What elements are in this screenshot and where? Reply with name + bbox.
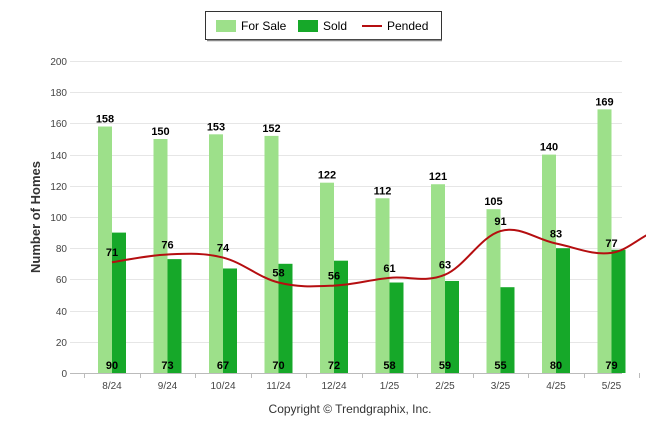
x-tick-label-11-24: 11/24 — [266, 381, 291, 392]
label-sold-8-24: 90 — [106, 360, 118, 372]
label-sold-9-24: 73 — [161, 360, 173, 372]
bar-sold-12-24[interactable] — [334, 260, 348, 373]
label-pended-9-24: 76 — [161, 239, 173, 251]
x-tick-label-8-24: 8/24 — [102, 381, 122, 392]
data-labels: 158 90 150 73 153 67 152 70 122 72 112 58 121 59 105 55… — [96, 96, 618, 372]
label-sold-10-24: 67 — [217, 360, 229, 372]
x-tick-label-2-25: 2/25 — [435, 381, 455, 392]
bar-sold-10-24[interactable] — [223, 268, 237, 373]
label-sold-1-25: 58 — [383, 360, 395, 372]
label-for-sale-12-24: 122 — [318, 170, 336, 182]
y-tick-label-100: 100 — [50, 213, 67, 224]
label-for-sale-5-25: 169 — [595, 96, 613, 108]
y-tick-label-60: 60 — [56, 275, 68, 286]
bar-sold-2-25[interactable] — [445, 280, 459, 373]
pended-line — [111, 228, 646, 288]
bar-sold-3-25[interactable] — [500, 287, 515, 373]
label-pended-10-24: 74 — [217, 243, 230, 255]
x-tick-label-12-24: 12/24 — [321, 381, 346, 392]
label-sold-11-24: 70 — [272, 360, 284, 372]
label-pended-2-25: 63 — [439, 260, 451, 272]
x-tick-label-10-24: 10/24 — [210, 381, 235, 392]
axes: 0 20 40 60 80 100 120 140 160 180 200 8/24 9/24 10/24… — [50, 57, 640, 392]
label-for-sale-11-24: 152 — [262, 123, 280, 135]
label-sold-5-25: 79 — [605, 360, 617, 372]
copyright-text: Copyright © Trendgraphix, Inc. — [269, 402, 432, 416]
label-for-sale-9-24: 150 — [151, 126, 169, 138]
bar-for-sale-5-25[interactable] — [597, 109, 612, 374]
y-axis-title: Number of Homes — [28, 161, 43, 273]
legend-swatch-sold — [298, 20, 318, 32]
x-tick-label-9-24: 9/24 — [158, 381, 178, 392]
label-pended-11-24: 58 — [272, 268, 284, 280]
bar-sold-11-24[interactable] — [278, 263, 293, 373]
bar-for-sale-11-24[interactable] — [264, 135, 279, 373]
y-tick-label-200: 200 — [50, 57, 67, 68]
bar-sold-5-25[interactable] — [611, 249, 626, 373]
label-for-sale-10-24: 153 — [207, 121, 225, 133]
y-tick-label-40: 40 — [56, 307, 68, 318]
bar-for-sale-1-25[interactable] — [375, 198, 390, 373]
y-tick-label-0: 0 — [61, 369, 67, 380]
label-for-sale-4-25: 140 — [540, 142, 558, 154]
label-pended-5-25: 77 — [605, 238, 617, 250]
x-tick-label-3-25: 3/25 — [491, 381, 511, 392]
bars — [98, 109, 626, 374]
y-tick-label-120: 120 — [50, 182, 67, 193]
legend-item-for-sale[interactable]: For Sale — [216, 19, 287, 33]
label-for-sale-8-24: 158 — [96, 114, 114, 126]
legend-box — [205, 11, 442, 40]
label-pended-12-24: 56 — [328, 271, 340, 283]
y-tick-label-140: 140 — [50, 151, 67, 162]
y-tick-label-160: 160 — [50, 119, 67, 130]
y-tick-label-80: 80 — [56, 244, 68, 255]
pended-series-line[interactable] — [111, 228, 646, 288]
bar-for-sale-3-25[interactable] — [486, 209, 501, 373]
bar-sold-8-24[interactable] — [112, 232, 126, 373]
bar-sold-9-24[interactable] — [167, 259, 182, 373]
label-for-sale-1-25: 112 — [374, 185, 392, 197]
x-tick-label-4-25: 4/25 — [546, 381, 566, 392]
label-for-sale-2-25: 121 — [429, 171, 447, 183]
x-tick-label-5-25: 5/25 — [602, 381, 622, 392]
y-tick-label-180: 180 — [50, 88, 67, 99]
bar-for-sale-2-25[interactable] — [431, 184, 445, 373]
legend: For Sale Sold Pended — [205, 11, 442, 42]
x-tick-label-1-25: 1/25 — [380, 381, 400, 392]
label-pended-3-25: 91 — [494, 216, 506, 228]
label-pended-1-25: 61 — [383, 263, 395, 275]
label-sold-3-25: 55 — [494, 360, 506, 372]
legend-label-sold: Sold — [323, 19, 347, 33]
bar-for-sale-10-24[interactable] — [209, 134, 223, 373]
label-sold-4-25: 80 — [550, 360, 562, 372]
y-tick-label-20: 20 — [56, 338, 68, 349]
label-sold-12-24: 72 — [328, 360, 340, 372]
label-pended-4-25: 83 — [550, 229, 562, 241]
legend-item-sold[interactable]: Sold — [298, 19, 347, 33]
label-for-sale-3-25: 105 — [484, 196, 502, 208]
bar-for-sale-9-24[interactable] — [153, 139, 168, 373]
bar-sold-4-25[interactable] — [556, 248, 570, 373]
legend-swatch-for-sale — [216, 20, 236, 32]
legend-item-pended[interactable]: Pended — [362, 19, 428, 33]
label-pended-8-24: 71 — [106, 247, 118, 259]
bar-sold-1-25[interactable] — [389, 282, 404, 373]
legend-label-pended: Pended — [387, 19, 428, 33]
legend-label-for-sale: For Sale — [241, 19, 287, 33]
bar-for-sale-8-24[interactable] — [98, 126, 112, 374]
bar-for-sale-12-24[interactable] — [320, 182, 334, 373]
bar-for-sale-4-25[interactable] — [542, 154, 556, 373]
label-sold-2-25: 59 — [439, 360, 451, 372]
